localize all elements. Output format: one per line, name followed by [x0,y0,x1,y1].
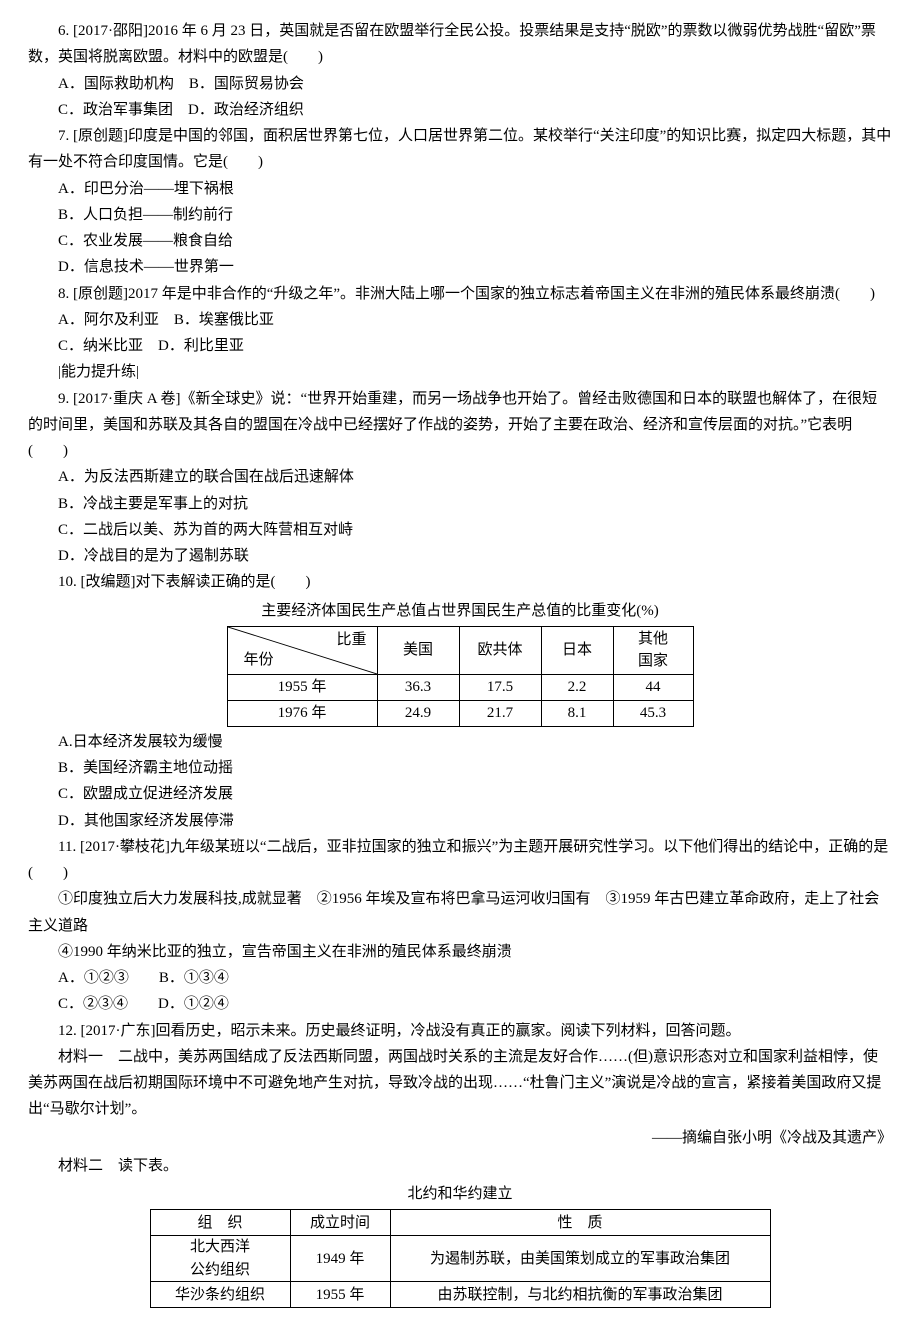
cell: 21.7 [459,700,541,726]
q12-material2: 材料二 读下表。 [28,1153,892,1179]
q7-opt-c: C．农业发展——粮食自给 [28,228,892,254]
q12-table-title: 北约和华约建立 [28,1181,892,1207]
org-cell: 北大西洋 公约组织 [150,1236,290,1282]
diag-top-label: 比重 [336,629,366,652]
cell: 2.2 [541,674,613,700]
row-year: 1976 年 [227,700,377,726]
q11-opts-cd: C．②③④ D．①②④ [28,991,892,1017]
table-row: 北大西洋 公约组织 1949 年 为遏制苏联，由美国策划成立的军事政治集团 [150,1236,770,1282]
col-header: 欧共体 [459,626,541,674]
q10-stem: 10. [改编题]对下表解读正确的是( ) [28,569,892,595]
cell: 36.3 [377,674,459,700]
table-row: 华沙条约组织 1955 年 由苏联控制，与北约相抗衡的军事政治集团 [150,1282,770,1308]
q12-citation: ——摘编自张小明《冷战及其遗产》 [28,1125,892,1151]
q9-opt-c: C．二战后以美、苏为首的两大阵营相互对峙 [28,517,892,543]
q6-stem: 6. [2017·邵阳]2016 年 6 月 23 日，英国就是否留在欧盟举行全… [28,18,892,71]
diag-header-cell: 比重 年份 [227,626,377,674]
cell: 17.5 [459,674,541,700]
q8-opts-cd: C．纳米比亚 D．利比里亚 [28,333,892,359]
year-cell: 1955 年 [290,1282,390,1308]
col-header: 成立时间 [290,1210,390,1236]
q7-opt-d: D．信息技术——世界第一 [28,254,892,280]
table-row: 1976 年 24.9 21.7 8.1 45.3 [227,700,693,726]
q11-items2: ④1990 年纳米比亚的独立，宣告帝国主义在非洲的殖民体系最终崩溃 [28,939,892,965]
q11-stem: 11. [2017·攀枝花]九年级某班以“二战后，亚非拉国家的独立和振兴”为主题… [28,834,892,887]
q12-stem: 12. [2017·广东]回看历史，昭示未来。历史最终证明，冷战没有真正的赢家。… [28,1018,892,1044]
q9-stem: 9. [2017·重庆 A 卷]《新全球史》说：“世界开始重建，而另一场战争也开… [28,386,892,465]
q7-opt-a: A．印巴分治——埋下祸根 [28,176,892,202]
diag-bot-label: 年份 [244,649,274,672]
org-line2: 公约组织 [151,1259,290,1282]
org-cell: 华沙条约组织 [150,1282,290,1308]
q12-material1: 材料一 二战中，美苏两国结成了反法西斯同盟，两国战时关系的主流是友好合作……(但… [28,1044,892,1123]
q10-opt-c: C．欧盟成立促进经济发展 [28,781,892,807]
col-header: 其他 国家 [613,626,693,674]
col-header: 组 织 [150,1210,290,1236]
row-year: 1955 年 [227,674,377,700]
table-row: 比重 年份 美国 欧共体 日本 其他 国家 [227,626,693,674]
q11-opts-ab: A．①②③ B．①③④ [28,965,892,991]
table-row: 组 织 成立时间 性 质 [150,1210,770,1236]
q6-opts-cd: C．政治军事集团 D．政治经济组织 [28,97,892,123]
year-cell: 1949 年 [290,1236,390,1282]
cell: 44 [613,674,693,700]
cell: 8.1 [541,700,613,726]
org-line1: 北大西洋 [151,1236,290,1259]
cell: 45.3 [613,700,693,726]
col-header: 日本 [541,626,613,674]
section-label: |能力提升练| [28,359,892,385]
q10-opt-d: D．其他国家经济发展停滞 [28,808,892,834]
q9-opt-b: B．冷战主要是军事上的对抗 [28,491,892,517]
desc-cell: 由苏联控制，与北约相抗衡的军事政治集团 [390,1282,770,1308]
col-header: 美国 [377,626,459,674]
table-row: 1955 年 36.3 17.5 2.2 44 [227,674,693,700]
col-header: 性 质 [390,1210,770,1236]
cell: 24.9 [377,700,459,726]
q11-items1: ①印度独立后大力发展科技,成就显著 ②1956 年埃及宣布将巴拿马运河收归国有 … [28,886,892,939]
q6-opts-ab: A．国际救助机构 B．国际贸易协会 [28,71,892,97]
q10-table: 比重 年份 美国 欧共体 日本 其他 国家 1955 年 36.3 17.5 2… [227,626,694,727]
q7-stem: 7. [原创题]印度是中国的邻国，面积居世界第七位，人口居世界第二位。某校举行“… [28,123,892,176]
q10-table-title: 主要经济体国民生产总值占世界国民生产总值的比重变化(%) [28,598,892,624]
q12-table: 组 织 成立时间 性 质 北大西洋 公约组织 1949 年 为遏制苏联，由美国策… [150,1209,771,1308]
q7-opt-b: B．人口负担——制约前行 [28,202,892,228]
desc-cell: 为遏制苏联，由美国策划成立的军事政治集团 [390,1236,770,1282]
q8-opts-ab: A．阿尔及利亚 B．埃塞俄比亚 [28,307,892,333]
q8-stem: 8. [原创题]2017 年是中非合作的“升级之年”。非洲大陆上哪一个国家的独立… [28,281,892,307]
q10-opt-a: A.日本经济发展较为缓慢 [28,729,892,755]
q9-opt-a: A．为反法西斯建立的联合国在战后迅速解体 [28,464,892,490]
q10-opt-b: B．美国经济霸主地位动摇 [28,755,892,781]
q9-opt-d: D．冷战目的是为了遏制苏联 [28,543,892,569]
